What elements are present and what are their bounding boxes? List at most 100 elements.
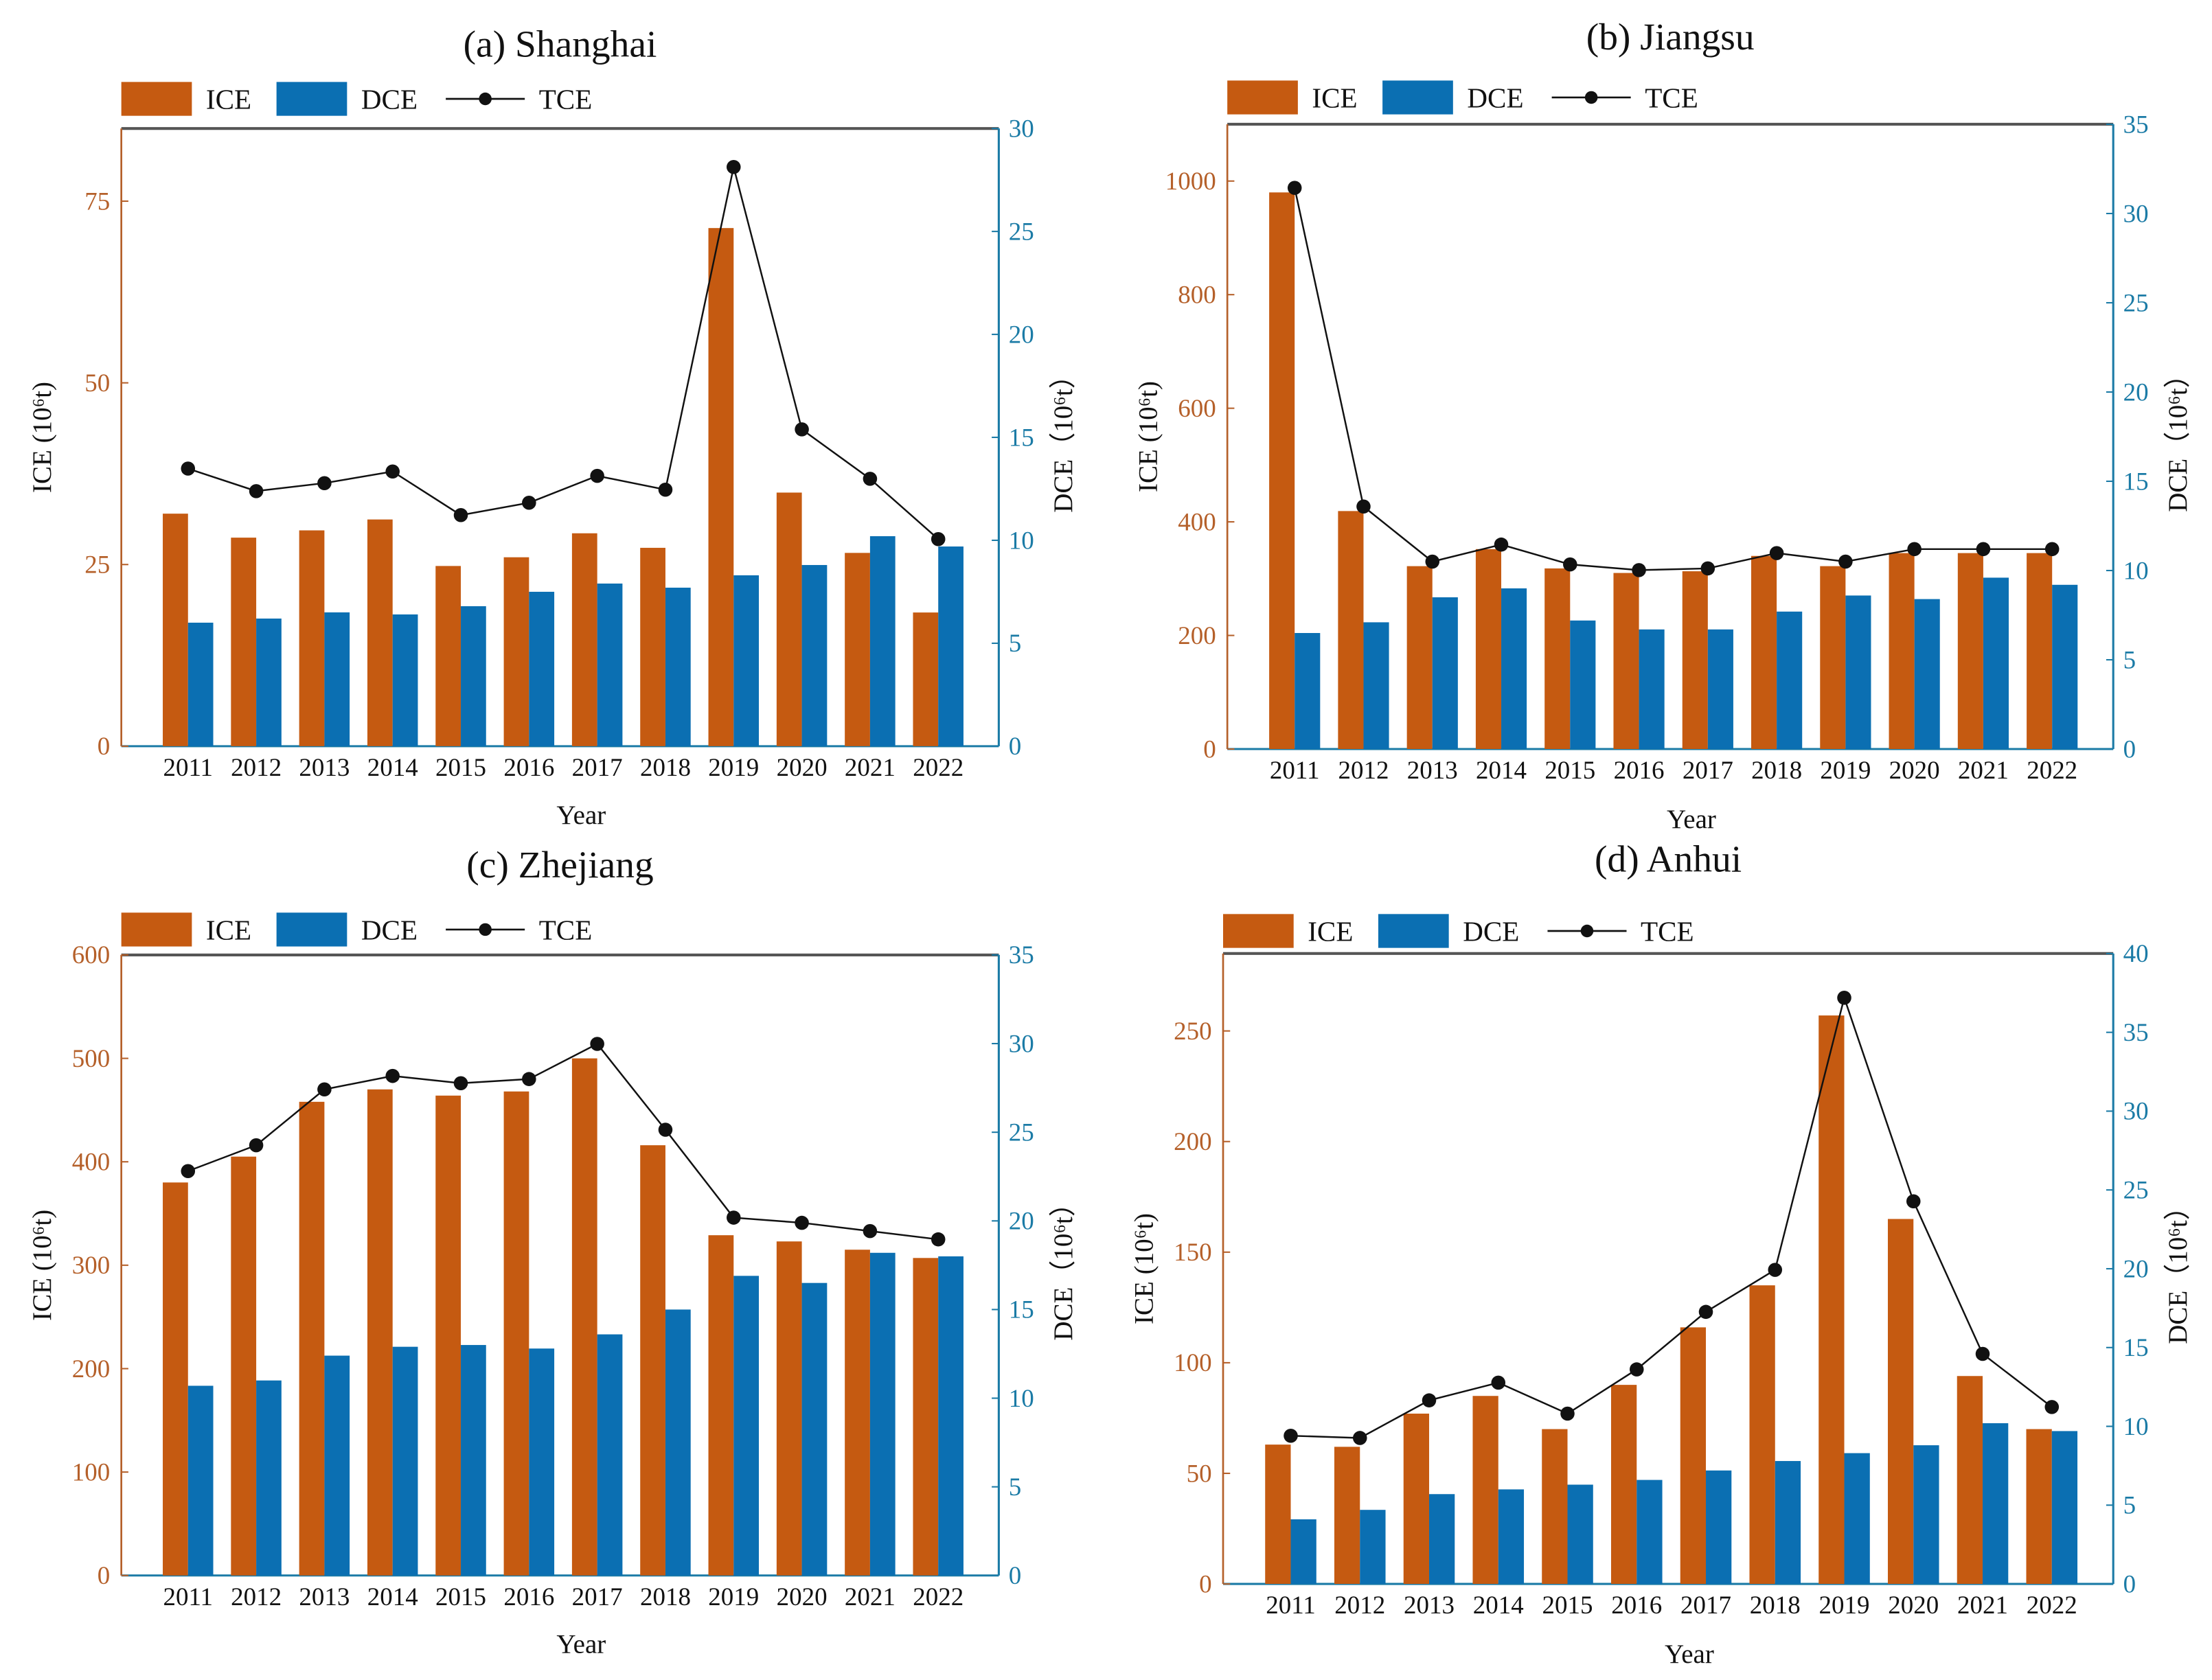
tce-point-2018 <box>658 482 673 497</box>
tce-point-2017 <box>590 1037 604 1051</box>
chart-title: (a) Shanghai <box>464 23 657 65</box>
bar-ice-2016 <box>503 557 529 746</box>
right-tick-label: 40 <box>2123 939 2149 967</box>
right-axis-title: DCE（10⁶t） <box>1049 362 1078 513</box>
tce-point-2020 <box>1907 542 1922 557</box>
right-tick-label: 20 <box>1009 320 1034 348</box>
bar-dce-2017 <box>597 1334 623 1576</box>
left-axis-title: ICE (10⁶t) <box>27 1210 57 1321</box>
left-tick-label: 100 <box>72 1458 110 1486</box>
right-tick-label: 25 <box>1009 217 1034 245</box>
tce-point-2019 <box>727 159 741 174</box>
x-tick-label: 2022 <box>913 1583 964 1611</box>
tce-point-2021 <box>1976 542 1991 557</box>
chart-title: (d) Anhui <box>1595 838 1742 880</box>
right-tick-label: 35 <box>2123 110 2149 138</box>
tce-line <box>1290 994 2053 1439</box>
tce-point-2019 <box>1837 991 1851 1005</box>
bar-ice-2019 <box>1818 1015 1845 1585</box>
legend-label-tce: TCE <box>539 83 593 115</box>
tce-point-2014 <box>385 464 400 479</box>
bar-dce-2013 <box>1429 1494 1455 1585</box>
left-tick-label: 200 <box>1178 621 1216 649</box>
tce-point-2011 <box>181 1164 196 1179</box>
bar-dce-2022 <box>938 546 964 746</box>
tce-point-2015 <box>453 1076 468 1090</box>
bar-ice-2022 <box>913 1258 939 1576</box>
left-tick-label: 75 <box>84 187 110 215</box>
left-tick-label: 600 <box>1178 394 1216 422</box>
bar-ice-2017 <box>571 1058 597 1576</box>
right-tick-label: 30 <box>1009 1029 1034 1057</box>
bar-ice-2018 <box>1751 555 1777 750</box>
left-tick-label: 0 <box>1203 735 1216 763</box>
legend-swatch-ice <box>1222 914 1294 948</box>
left-tick-label: 0 <box>98 1561 110 1589</box>
x-tick-label: 2014 <box>1473 1591 1524 1619</box>
bar-ice-2019 <box>708 228 734 746</box>
x-tick-label: 2017 <box>1683 756 1733 784</box>
legend-marker-tce <box>1584 91 1598 104</box>
bar-ice-2011 <box>163 514 188 746</box>
x-tick-label: 2018 <box>1750 1591 1801 1619</box>
tce-point-2019 <box>727 1210 741 1225</box>
left-axis-title: ICE (10⁶t) <box>1133 381 1163 492</box>
bar-ice-2013 <box>299 530 325 746</box>
bar-ice-2019 <box>708 1235 734 1576</box>
legend-label-dce: DCE <box>1467 82 1523 113</box>
bar-dce-2014 <box>392 614 418 746</box>
x-tick-label: 2016 <box>503 753 554 781</box>
left-axis-title: ICE (10⁶t) <box>1129 1213 1159 1324</box>
x-tick-label: 2017 <box>572 753 623 781</box>
bar-dce-2011 <box>187 1385 214 1576</box>
bar-ice-2011 <box>1269 192 1295 750</box>
tce-point-2011 <box>181 461 196 476</box>
legend-swatch-dce <box>1382 80 1453 115</box>
x-tick-label: 2013 <box>299 1583 350 1611</box>
tce-point-2018 <box>1768 1263 1783 1277</box>
tce-point-2013 <box>317 476 332 490</box>
right-tick-label: 5 <box>2123 1491 2136 1519</box>
tce-point-2014 <box>1491 1375 1506 1390</box>
bar-ice-2013 <box>299 1101 325 1576</box>
right-tick-label: 15 <box>1009 423 1034 451</box>
bar-ice-2016 <box>503 1091 529 1576</box>
tce-point-2022 <box>931 531 946 546</box>
tce-point-2013 <box>1425 554 1440 569</box>
bar-dce-2021 <box>869 536 896 746</box>
x-axis-title: Year <box>556 801 606 830</box>
bar-dce-2015 <box>1570 620 1596 750</box>
right-tick-label: 20 <box>2123 378 2149 406</box>
tce-line <box>187 166 939 540</box>
tce-point-2022 <box>2044 542 2060 557</box>
bar-dce-2020 <box>801 564 828 746</box>
bar-dce-2012 <box>1363 622 1389 750</box>
left-tick-label: 25 <box>84 551 110 579</box>
bar-ice-2012 <box>231 538 257 746</box>
x-tick-label: 2018 <box>640 753 691 781</box>
right-tick-label: 20 <box>1009 1207 1034 1235</box>
bar-dce-2013 <box>324 612 350 746</box>
chart-panel-4: (d) Anhui ICE DCE TCE 0 50 100 150 200 250 0 5 10 15 2… <box>1129 838 2193 1669</box>
right-tick-label: 10 <box>1009 526 1034 554</box>
x-tick-label: 2021 <box>845 753 896 781</box>
bar-ice-2022 <box>2027 553 2053 750</box>
tce-point-2015 <box>1563 557 1577 572</box>
tce-point-2016 <box>522 1072 536 1086</box>
right-tick-label: 10 <box>1009 1384 1034 1412</box>
right-axis-title: DCE（10⁶t） <box>2163 1193 2193 1344</box>
legend-swatch-ice <box>1227 80 1298 115</box>
right-tick-label: 30 <box>1009 114 1034 142</box>
bar-dce-2022 <box>938 1256 964 1576</box>
bar-ice-2014 <box>1472 1396 1498 1585</box>
bar-dce-2018 <box>665 1309 691 1576</box>
bar-dce-2012 <box>256 618 282 746</box>
left-tick-label: 200 <box>72 1355 110 1383</box>
x-tick-label: 2019 <box>1819 1591 1870 1619</box>
bar-ice-2014 <box>367 1089 393 1576</box>
x-tick-label: 2018 <box>640 1583 691 1611</box>
bar-dce-2019 <box>733 575 760 746</box>
x-tick-label: 2012 <box>1338 756 1389 784</box>
bar-dce-2015 <box>1567 1484 1593 1585</box>
